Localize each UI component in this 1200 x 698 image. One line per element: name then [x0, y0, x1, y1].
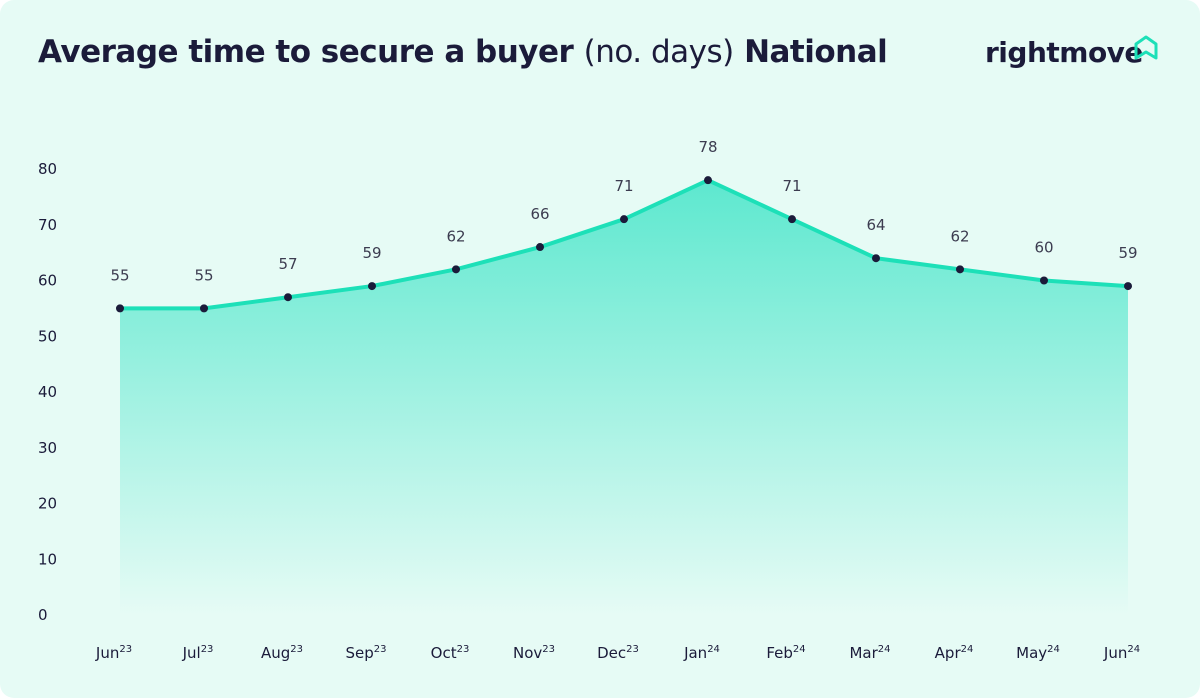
chart-title: Average time to secure a buyer (no. days… [38, 34, 888, 70]
data-label: 62 [446, 227, 465, 245]
data-label: 55 [110, 266, 129, 284]
x-tick-month: Mar [849, 644, 878, 662]
x-tick-label: Feb24 [766, 644, 805, 662]
x-tick-label: Jul23 [182, 644, 214, 662]
x-tick-label: Sep23 [345, 644, 386, 662]
data-label: 71 [782, 177, 801, 195]
logo-text: rightmove [985, 36, 1143, 69]
data-label: 59 [362, 244, 381, 262]
data-label: 62 [950, 227, 969, 245]
x-tick-month: Aug [261, 644, 290, 662]
x-tick-label: Jun23 [95, 644, 132, 662]
x-tick-month: May [1016, 644, 1047, 662]
x-tick-year: 24 [1047, 644, 1060, 655]
x-tick-month: Oct [431, 644, 457, 662]
x-tick-month: Sep [345, 644, 373, 662]
data-label: 60 [1034, 239, 1053, 257]
x-tick-month: Dec [597, 644, 626, 662]
x-tick-label: Jan24 [683, 644, 720, 662]
data-point [704, 176, 712, 185]
data-point [620, 215, 628, 224]
data-point [452, 265, 460, 274]
data-point [536, 243, 544, 252]
x-tick-label: Apr24 [935, 644, 974, 662]
y-tick-label: 10 [38, 550, 57, 568]
x-tick-month: Apr [935, 644, 962, 662]
x-tick-year: 24 [793, 644, 806, 655]
data-point [788, 215, 796, 224]
y-tick-label: 20 [38, 495, 57, 513]
data-point [872, 254, 880, 263]
x-tick-year: 24 [878, 644, 891, 655]
data-point [956, 265, 964, 274]
x-tick-label: Jun24 [1103, 644, 1140, 662]
data-point [368, 282, 376, 291]
data-point [116, 304, 124, 313]
x-tick-month: Feb [766, 644, 793, 662]
data-label: 71 [614, 177, 633, 195]
y-tick-label: 40 [38, 383, 57, 401]
data-point [1040, 276, 1048, 285]
y-tick-label: 70 [38, 216, 57, 234]
data-label: 55 [194, 266, 213, 284]
x-tick-month: Jan [683, 644, 707, 662]
x-tick-year: 24 [961, 644, 974, 655]
y-tick-label: 0 [38, 606, 48, 624]
data-label: 64 [866, 216, 885, 234]
title-region: National [744, 34, 888, 70]
data-label: 57 [278, 255, 297, 273]
rightmove-logo: rightmove [985, 36, 1143, 69]
title-unit: (no. days) [583, 34, 735, 70]
x-tick-label: Aug23 [261, 644, 303, 662]
y-tick-label: 80 [38, 160, 57, 178]
x-tick-label: Oct23 [431, 644, 470, 662]
x-tick-month: Nov [513, 644, 542, 662]
x-tick-label: Mar24 [849, 644, 890, 662]
x-tick-year: 23 [542, 644, 555, 655]
x-tick-year: 23 [119, 644, 132, 655]
x-tick-label: Dec23 [597, 644, 639, 662]
x-tick-month: Jun [95, 644, 119, 662]
data-label: 59 [1118, 244, 1137, 262]
x-tick-year: 23 [290, 644, 303, 655]
x-tick-year: 23 [457, 644, 470, 655]
area-fill [120, 180, 1128, 615]
x-tick-label: Nov23 [513, 644, 555, 662]
data-point [1124, 282, 1132, 291]
y-tick-label: 30 [38, 439, 57, 457]
x-tick-year: 23 [626, 644, 639, 655]
x-tick-month: Jul [182, 644, 201, 662]
data-label: 78 [698, 138, 717, 156]
y-tick-label: 50 [38, 327, 57, 345]
x-tick-year: 23 [374, 644, 387, 655]
x-tick-year: 24 [1127, 644, 1140, 655]
x-tick-label: May24 [1016, 644, 1060, 662]
data-point [200, 304, 208, 313]
x-tick-month: Jun [1103, 644, 1127, 662]
x-tick-year: 23 [201, 644, 214, 655]
title-main: Average time to secure a buyer [38, 34, 574, 70]
y-tick-label: 60 [38, 272, 57, 290]
data-point [284, 293, 292, 302]
x-tick-year: 24 [707, 644, 720, 655]
data-label: 66 [530, 205, 549, 223]
